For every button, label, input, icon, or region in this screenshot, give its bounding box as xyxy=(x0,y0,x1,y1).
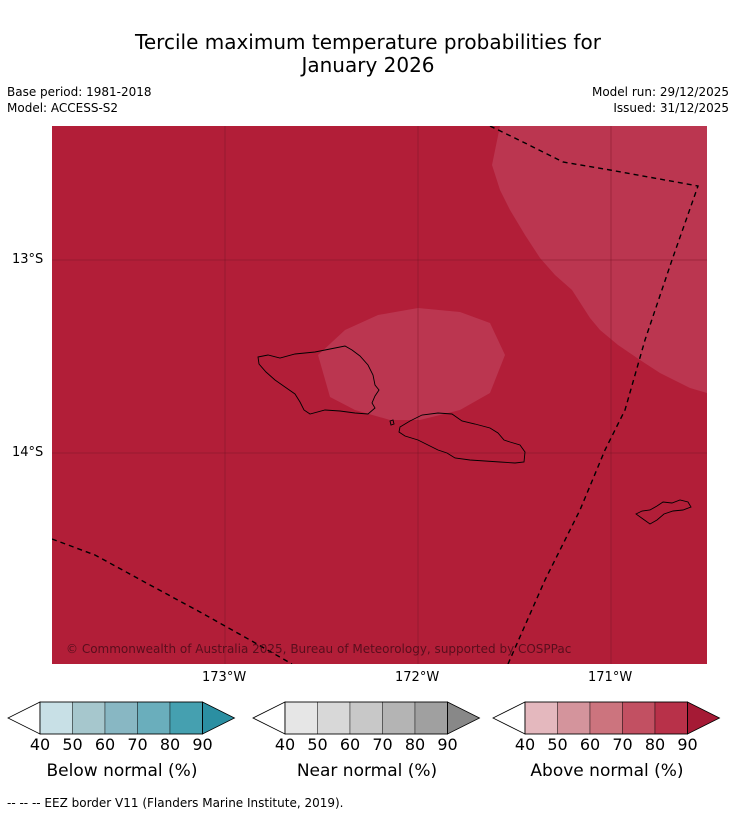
lon-label-171w: 171°W xyxy=(588,670,633,685)
colorbar-above-normal xyxy=(492,701,721,735)
probability-region-northeast xyxy=(492,126,707,393)
colorbar-tick-label: 80 xyxy=(644,735,666,754)
colorbar-segment xyxy=(317,701,351,735)
eez-border-east xyxy=(489,126,699,664)
colorbar-segment xyxy=(104,701,138,735)
colorbar-tick-label: 40 xyxy=(29,735,51,754)
colorbar-segment xyxy=(654,701,688,735)
colorbar-extend-low xyxy=(252,701,286,735)
colorbar-tick-label: 70 xyxy=(372,735,393,754)
colorbar-tick-label: 90 xyxy=(192,735,213,754)
title-line-1: Tercile maximum temperature probabilitie… xyxy=(135,30,601,54)
island-apolima xyxy=(389,419,395,426)
colorbar-segment xyxy=(622,701,656,735)
island-savaii xyxy=(257,345,380,415)
colorbar-tick-label: 80 xyxy=(159,735,181,754)
eez-border-southwest xyxy=(52,538,293,664)
colorbar-segment xyxy=(414,701,448,735)
caption-near-normal: Near normal (%) xyxy=(296,761,438,781)
colorbar-tick-label: 60 xyxy=(579,735,601,754)
colorbar-extend-high xyxy=(687,701,721,735)
colorbar-near-normal xyxy=(252,701,481,735)
map-copyright: © Commonwealth of Australia 2025, Bureau… xyxy=(66,642,571,656)
colorbar-segment xyxy=(284,701,318,735)
colorbar-tick-label: 50 xyxy=(307,735,328,754)
base-period: Base period: 1981-2018 xyxy=(7,85,152,99)
model-run: Model run: 29/12/2025 xyxy=(591,85,729,99)
colorbar-tick-label: 40 xyxy=(274,735,296,754)
meta-left: Base period: 1981-2018 Model: ACCESS-S2 xyxy=(7,84,152,116)
colorbar-tick-label: 70 xyxy=(127,735,148,754)
eez-footnote: -- -- -- EEZ border V11 (Flanders Marine… xyxy=(7,796,344,810)
meta-right: Model run: 29/12/2025 Issued: 31/12/2025 xyxy=(592,84,729,116)
colorbar-segment xyxy=(137,701,171,735)
colorbar-extend-high xyxy=(202,701,236,735)
colorbar-segment xyxy=(382,701,416,735)
colorbar-tick-label: 50 xyxy=(547,735,568,754)
chart-title: Tercile maximum temperature probabilitie… xyxy=(0,31,736,77)
colorbar-tick-label: 60 xyxy=(94,735,116,754)
lat-label-14s: 14°S xyxy=(12,445,44,460)
colorbar-tick-label: 40 xyxy=(514,735,536,754)
colorbar-segment xyxy=(39,701,73,735)
colorbar-outline xyxy=(524,701,688,735)
colorbar-segment xyxy=(524,701,558,735)
colorbar-segment xyxy=(589,701,623,735)
colorbar-segment xyxy=(72,701,106,735)
colorbar-tick-label: 90 xyxy=(677,735,698,754)
colorbar-tick-label: 50 xyxy=(62,735,83,754)
colorbar-below-normal xyxy=(7,701,236,735)
colorbar-segment xyxy=(169,701,203,735)
caption-above-normal: Above normal (%) xyxy=(530,761,684,781)
colorbar-tick-label: 80 xyxy=(404,735,426,754)
issued-date: Issued: 31/12/2025 xyxy=(613,101,729,115)
colorbar-segment xyxy=(557,701,591,735)
title-line-2: January 2026 xyxy=(301,53,435,77)
colorbar-segment xyxy=(349,701,383,735)
probability-region-central xyxy=(318,308,505,420)
lat-label-13s: 13°S xyxy=(12,252,44,267)
colorbar-extend-low xyxy=(7,701,41,735)
colorbar-tick-label: 60 xyxy=(339,735,361,754)
colorbar-extend-low xyxy=(492,701,526,735)
colorbar-extend-high xyxy=(447,701,481,735)
colorbar-tick-label: 70 xyxy=(612,735,633,754)
model-name: Model: ACCESS-S2 xyxy=(7,101,119,115)
colorbar-tick-label: 90 xyxy=(437,735,458,754)
caption-below-normal: Below normal (%) xyxy=(46,761,198,781)
lon-label-172w: 172°W xyxy=(395,670,440,685)
island-tutuila xyxy=(635,499,692,525)
colorbar-outline xyxy=(39,701,203,735)
lon-label-173w: 173°W xyxy=(202,670,247,685)
island-upolu xyxy=(398,412,526,464)
colorbar-outline xyxy=(284,701,448,735)
